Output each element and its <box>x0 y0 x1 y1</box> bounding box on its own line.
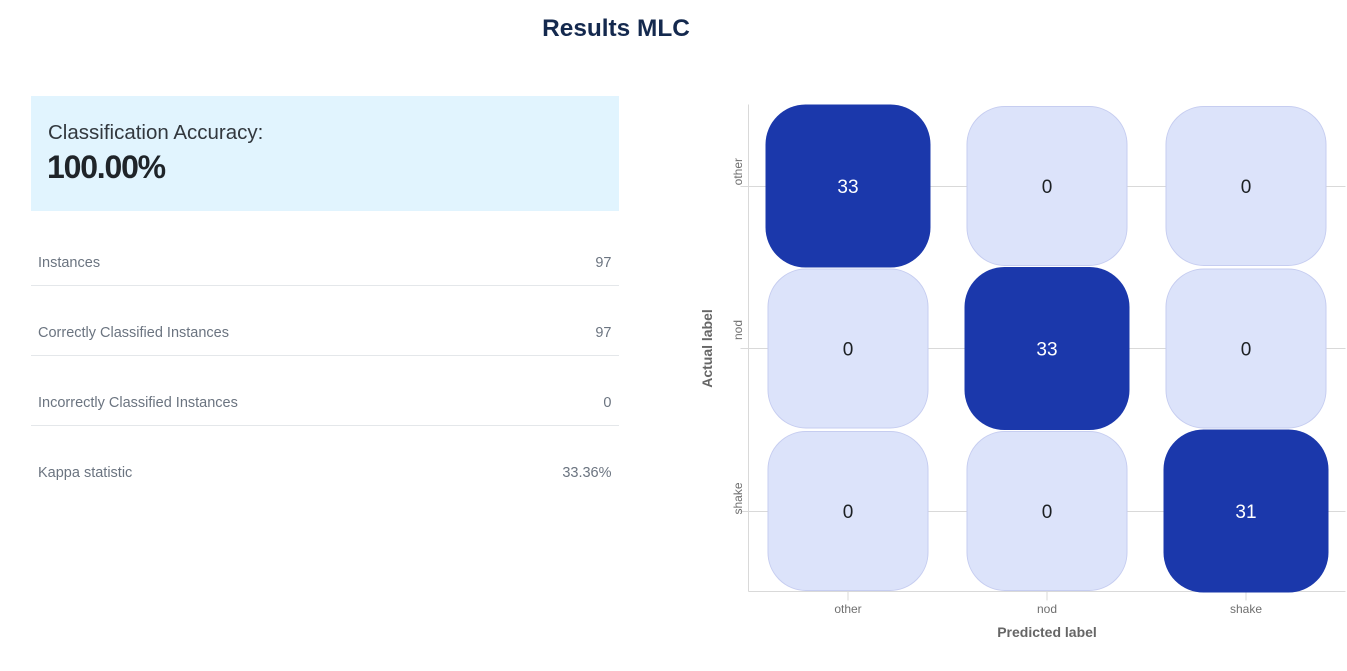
svg-text:33: 33 <box>1036 340 1057 361</box>
svg-text:shake: shake <box>1230 602 1262 616</box>
svg-text:0: 0 <box>1241 177 1252 198</box>
svg-text:nod: nod <box>1037 602 1057 616</box>
svg-text:other: other <box>731 158 745 185</box>
svg-text:Predicted label: Predicted label <box>997 624 1097 640</box>
svg-text:other: other <box>834 602 861 616</box>
svg-text:nod: nod <box>731 320 745 340</box>
svg-text:31: 31 <box>1235 502 1256 523</box>
svg-text:0: 0 <box>1042 502 1053 523</box>
svg-text:0: 0 <box>843 502 854 523</box>
svg-text:0: 0 <box>843 340 854 361</box>
svg-text:33: 33 <box>837 177 858 198</box>
svg-text:0: 0 <box>1241 340 1252 361</box>
svg-text:shake: shake <box>731 482 745 514</box>
svg-text:Actual label: Actual label <box>699 309 715 388</box>
svg-text:0: 0 <box>1042 177 1053 198</box>
